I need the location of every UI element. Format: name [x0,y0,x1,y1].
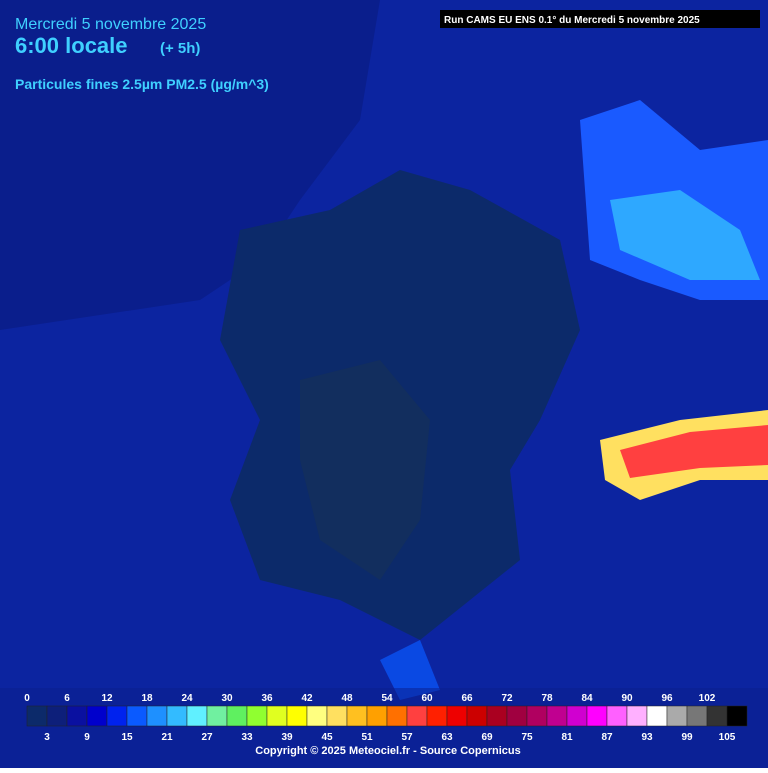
date-label: Mercredi 5 novembre 2025 [15,16,206,33]
legend-backdrop [0,688,768,768]
legend-tick-bottom: 33 [241,732,253,743]
legend-swatch [566,705,588,727]
legend-tick-top: 96 [661,693,673,704]
run-box [440,10,760,28]
legend-swatch [526,705,548,727]
legend-swatch [666,705,688,727]
legend-tick-top: 102 [699,693,716,704]
legend-swatch [486,705,508,727]
legend-swatch [46,705,68,727]
legend-swatch [26,705,48,727]
legend-swatch [626,705,648,727]
legend-swatch [406,705,428,727]
legend-swatch [586,705,608,727]
legend-swatch [706,705,728,727]
legend-tick-bottom: 3 [44,732,50,743]
legend-tick-top: 60 [421,693,433,704]
legend-swatch [726,705,748,727]
copyright: Copyright © 2025 Meteociel.fr - Source C… [255,745,520,757]
legend-tick-bottom: 51 [361,732,373,743]
legend-swatch [266,705,288,727]
legend-tick-top: 48 [341,693,353,704]
legend-tick-top: 54 [381,693,393,704]
legend-tick-bottom: 87 [601,732,613,743]
legend-tick-bottom: 81 [561,732,573,743]
legend-tick-bottom: 75 [521,732,533,743]
legend-tick-bottom: 45 [321,732,333,743]
legend-swatch [446,705,468,727]
offset-label: (+ 5h) [160,40,200,57]
plume-north-core [610,190,760,280]
massif-region [300,360,430,580]
legend-swatch [466,705,488,727]
legend-tick-bottom: 105 [719,732,736,743]
legend-swatch [506,705,528,727]
legend-swatch [146,705,168,727]
legend-tick-top: 6 [64,693,70,704]
legend-tick-bottom: 15 [121,732,133,743]
legend-swatch [326,705,348,727]
legend-tick-top: 42 [301,693,313,704]
legend-tick-top: 12 [101,693,113,704]
legend-swatch [606,705,628,727]
legend-swatch [86,705,108,727]
legend-swatch [366,705,388,727]
legend-swatch [186,705,208,727]
legend-swatch [206,705,228,727]
plume-east-core [620,425,768,478]
legend-swatch [166,705,188,727]
legend-swatch [106,705,128,727]
legend-tick-bottom: 93 [641,732,653,743]
legend-tick-bottom: 57 [401,732,413,743]
legend-swatch [646,705,668,727]
legend-tick-top: 72 [501,693,513,704]
sea-region [0,0,380,330]
legend-tick-bottom: 99 [681,732,693,743]
variable-label: Particules fines 2.5µm PM2.5 (µg/m^3) [15,76,269,92]
legend-tick-top: 0 [24,693,30,704]
legend-tick-top: 66 [461,693,473,704]
legend-tick-bottom: 39 [281,732,293,743]
legend-swatch [286,705,308,727]
time-label: 6:00 locale [15,33,128,58]
legend-swatch [226,705,248,727]
legend-swatch [386,705,408,727]
run-label: Run CAMS EU ENS 0.1° du Mercredi 5 novem… [444,15,700,26]
legend-tick-bottom: 9 [84,732,90,743]
legend-tick-top: 84 [581,693,593,704]
legend-tick-bottom: 27 [201,732,213,743]
legend-tick-bottom: 21 [161,732,173,743]
legend-tick-top: 36 [261,693,273,704]
legend-tick-top: 24 [181,693,193,704]
legend-swatch [126,705,148,727]
legend-tick-bottom: 63 [441,732,453,743]
legend-tick-top: 30 [221,693,233,704]
legend-swatch [426,705,448,727]
legend-swatch [246,705,268,727]
legend-swatch [66,705,88,727]
legend-swatch [686,705,708,727]
legend-tick-top: 78 [541,693,553,704]
plume-south [380,640,440,700]
legend-swatch [346,705,368,727]
legend-tick-top: 90 [621,693,633,704]
legend-tick-bottom: 69 [481,732,493,743]
legend-swatch [546,705,568,727]
legend-swatch [306,705,328,727]
legend-tick-top: 18 [141,693,153,704]
